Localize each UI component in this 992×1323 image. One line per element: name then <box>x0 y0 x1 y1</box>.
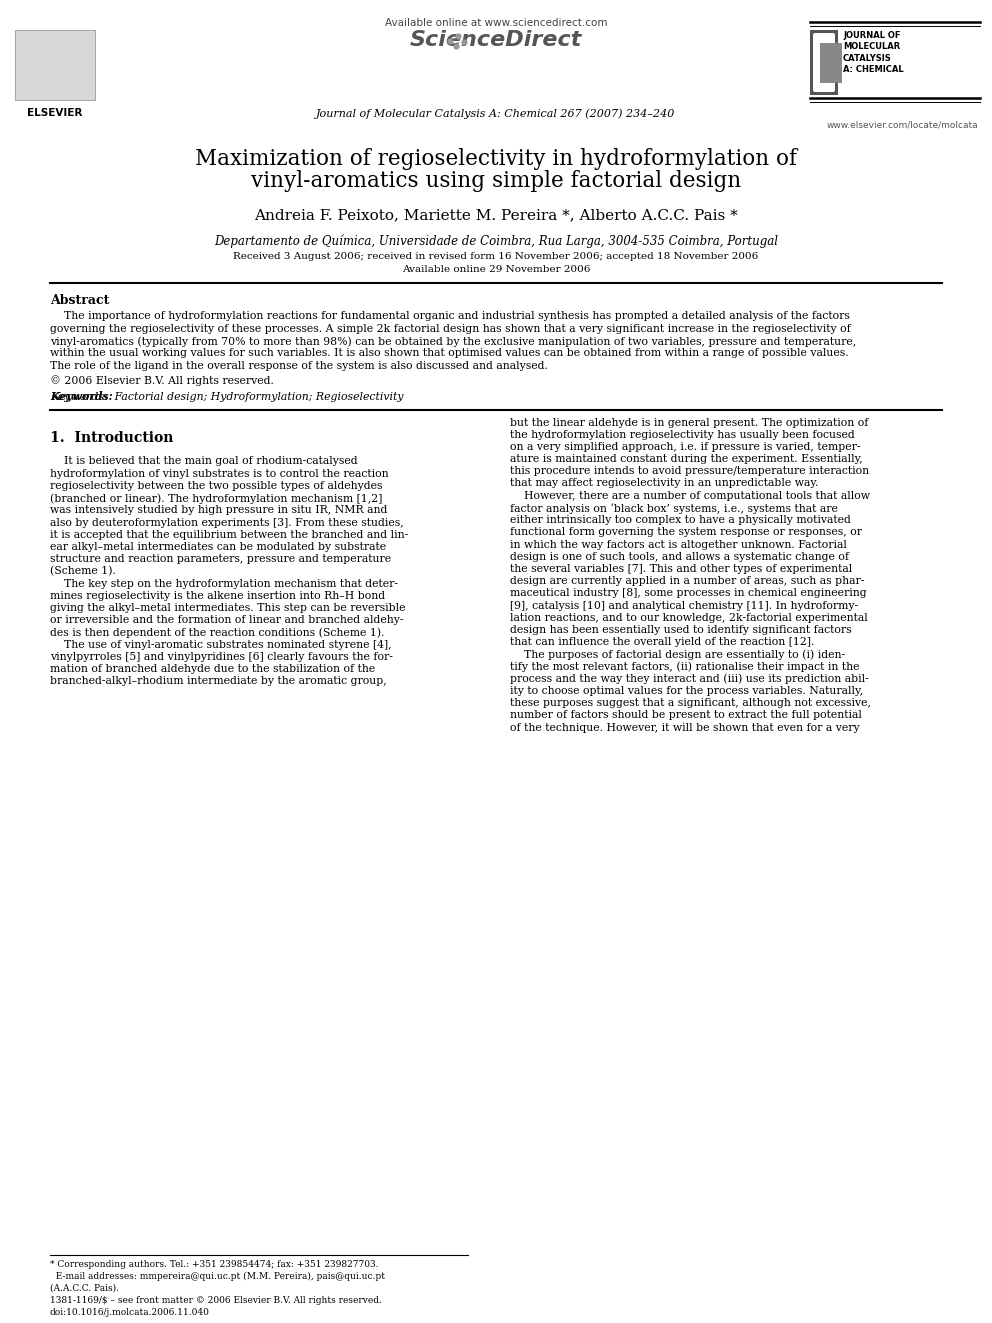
Text: The importance of hydroformylation reactions for fundamental organic and industr: The importance of hydroformylation react… <box>50 311 850 321</box>
Text: www.elsevier.com/locate/molcata: www.elsevier.com/locate/molcata <box>826 120 978 130</box>
Text: design is one of such tools, and allows a systematic change of: design is one of such tools, and allows … <box>510 552 849 562</box>
Text: that may affect regioselectivity in an unpredictable way.: that may affect regioselectivity in an u… <box>510 479 818 488</box>
Text: ity to choose optimal values for the process variables. Naturally,: ity to choose optimal values for the pro… <box>510 685 863 696</box>
Text: The key step on the hydroformylation mechanism that deter-: The key step on the hydroformylation mec… <box>50 578 398 589</box>
Text: of the technique. However, it will be shown that even for a very: of the technique. However, it will be sh… <box>510 722 860 733</box>
Text: design are currently applied in a number of areas, such as phar-: design are currently applied in a number… <box>510 576 864 586</box>
Text: governing the regioselectivity of these processes. A simple 2k factorial design : governing the regioselectivity of these … <box>50 324 851 333</box>
Text: doi:10.1016/j.molcata.2006.11.040: doi:10.1016/j.molcata.2006.11.040 <box>50 1308 210 1316</box>
Text: either intrinsically too complex to have a physically motivated: either intrinsically too complex to have… <box>510 515 851 525</box>
Text: the several variables [7]. This and other types of experimental: the several variables [7]. This and othe… <box>510 564 852 574</box>
Text: Available online at www.sciencedirect.com: Available online at www.sciencedirect.co… <box>385 19 607 28</box>
Text: the hydroformylation regioselectivity has usually been focused: the hydroformylation regioselectivity ha… <box>510 430 855 439</box>
Text: The purposes of factorial design are essentially to (i) iden-: The purposes of factorial design are ess… <box>510 650 845 660</box>
Text: ature is maintained constant during the experiment. Essentially,: ature is maintained constant during the … <box>510 454 863 464</box>
Text: However, there are a number of computational tools that allow: However, there are a number of computati… <box>510 491 870 500</box>
Text: giving the alkyl–metal intermediates. This step can be reversible: giving the alkyl–metal intermediates. Th… <box>50 603 406 613</box>
Text: ScienceDirect: ScienceDirect <box>410 30 582 50</box>
FancyBboxPatch shape <box>813 33 835 93</box>
Text: vinyl-aromatics (typically from 70% to more than 98%) can be obtained by the exc: vinyl-aromatics (typically from 70% to m… <box>50 336 856 347</box>
Text: Abstract: Abstract <box>50 294 109 307</box>
Text: E-mail addresses: mmpereira@qui.uc.pt (M.M. Pereira), pais@qui.uc.pt: E-mail addresses: mmpereira@qui.uc.pt (M… <box>50 1271 385 1281</box>
Text: Andreia F. Peixoto, Mariette M. Pereira *, Alberto A.C.C. Pais *: Andreia F. Peixoto, Mariette M. Pereira … <box>254 208 738 222</box>
Text: but the linear aldehyde is in general present. The optimization of: but the linear aldehyde is in general pr… <box>510 418 868 427</box>
Text: also by deuteroformylation experiments [3]. From these studies,: also by deuteroformylation experiments [… <box>50 517 404 528</box>
Text: vinyl-aromatics using simple factorial design: vinyl-aromatics using simple factorial d… <box>251 169 741 192</box>
Text: Keywords:  Factorial design; Hydroformylation; Regioselectivity: Keywords: Factorial design; Hydroformyla… <box>50 392 404 401</box>
Text: © 2006 Elsevier B.V. All rights reserved.: © 2006 Elsevier B.V. All rights reserved… <box>50 376 274 386</box>
Text: that can influence the overall yield of the reaction [12].: that can influence the overall yield of … <box>510 638 814 647</box>
Text: lation reactions, and to our knowledge, 2k-factorial experimental: lation reactions, and to our knowledge, … <box>510 613 868 623</box>
Text: these purposes suggest that a significant, although not excessive,: these purposes suggest that a significan… <box>510 699 871 708</box>
Text: Maximization of regioselectivity in hydroformylation of: Maximization of regioselectivity in hydr… <box>195 148 797 169</box>
Text: ELSEVIER: ELSEVIER <box>28 108 82 118</box>
Text: Departamento de Química, Universidade de Coimbra, Rua Larga, 3004-535 Coimbra, P: Departamento de Química, Universidade de… <box>214 234 778 247</box>
Text: It is believed that the main goal of rhodium-catalysed: It is believed that the main goal of rho… <box>50 456 358 467</box>
Text: on a very simplified approach, i.e. if pressure is varied, temper-: on a very simplified approach, i.e. if p… <box>510 442 860 452</box>
Text: mation of branched aldehyde due to the stabilization of the: mation of branched aldehyde due to the s… <box>50 664 375 673</box>
Text: mines regioselectivity is the alkene insertion into Rh–H bond: mines regioselectivity is the alkene ins… <box>50 590 385 601</box>
Bar <box>15 30 95 101</box>
Text: The role of the ligand in the overall response of the system is also discussed a: The role of the ligand in the overall re… <box>50 361 548 370</box>
Text: branched-alkyl–rhodium intermediate by the aromatic group,: branched-alkyl–rhodium intermediate by t… <box>50 676 387 687</box>
Text: [9], catalysis [10] and analytical chemistry [11]. In hydroformy-: [9], catalysis [10] and analytical chemi… <box>510 601 858 610</box>
Text: 1381-1169/$ – see front matter © 2006 Elsevier B.V. All rights reserved.: 1381-1169/$ – see front matter © 2006 El… <box>50 1297 382 1304</box>
Text: process and the way they interact and (iii) use its prediction abil-: process and the way they interact and (i… <box>510 673 869 684</box>
Text: ear alkyl–metal intermediates can be modulated by substrate: ear alkyl–metal intermediates can be mod… <box>50 542 386 552</box>
Text: vinylpyrroles [5] and vinylpyridines [6] clearly favours the for-: vinylpyrroles [5] and vinylpyridines [6]… <box>50 652 393 662</box>
Text: within the usual working values for such variables. It is also shown that optimi: within the usual working values for such… <box>50 348 848 359</box>
Text: or irreversible and the formation of linear and branched aldehy-: or irreversible and the formation of lin… <box>50 615 404 624</box>
Text: 1.  Introduction: 1. Introduction <box>50 431 174 446</box>
Text: maceutical industry [8], some processes in chemical engineering: maceutical industry [8], some processes … <box>510 589 867 598</box>
Text: The use of vinyl-aromatic substrates nominated styrene [4],: The use of vinyl-aromatic substrates nom… <box>50 639 392 650</box>
Text: Available online 29 November 2006: Available online 29 November 2006 <box>402 265 590 274</box>
Text: functional form governing the system response or responses, or: functional form governing the system res… <box>510 528 862 537</box>
Text: regioselectivity between the two possible types of aldehydes: regioselectivity between the two possibl… <box>50 480 383 491</box>
Text: hydroformylation of vinyl substrates is to control the reaction: hydroformylation of vinyl substrates is … <box>50 468 389 479</box>
Text: Journal of Molecular Catalysis A: Chemical 267 (2007) 234–240: Journal of Molecular Catalysis A: Chemic… <box>316 108 676 119</box>
Text: (A.A.C.C. Pais).: (A.A.C.C. Pais). <box>50 1285 119 1293</box>
Text: this procedure intends to avoid pressure/temperature interaction: this procedure intends to avoid pressure… <box>510 466 869 476</box>
Text: number of factors should be present to extract the full potential: number of factors should be present to e… <box>510 710 862 720</box>
Text: (Scheme 1).: (Scheme 1). <box>50 566 116 577</box>
Text: Received 3 August 2006; received in revised form 16 November 2006; accepted 18 N: Received 3 August 2006; received in revi… <box>233 251 759 261</box>
Text: des is then dependent of the reaction conditions (Scheme 1).: des is then dependent of the reaction co… <box>50 627 385 638</box>
Text: structure and reaction parameters, pressure and temperature: structure and reaction parameters, press… <box>50 554 391 564</box>
Text: in which the way factors act is altogether unknown. Factorial: in which the way factors act is altogeth… <box>510 540 847 549</box>
Bar <box>810 30 838 95</box>
Text: design has been essentially used to identify significant factors: design has been essentially used to iden… <box>510 624 851 635</box>
Bar <box>820 44 842 83</box>
Text: JOURNAL OF
MOLECULAR
CATALYSIS
A: CHEMICAL: JOURNAL OF MOLECULAR CATALYSIS A: CHEMIC… <box>843 30 904 74</box>
Text: (branched or linear). The hydroformylation mechanism [1,2]: (branched or linear). The hydroformylati… <box>50 493 382 504</box>
Text: was intensively studied by high pressure in situ IR, NMR and: was intensively studied by high pressure… <box>50 505 387 515</box>
Text: factor analysis on ‘black box’ systems, i.e., systems that are: factor analysis on ‘black box’ systems, … <box>510 503 838 513</box>
Text: Keywords:: Keywords: <box>50 392 113 402</box>
Text: tify the most relevant factors, (ii) rationalise their impact in the: tify the most relevant factors, (ii) rat… <box>510 662 859 672</box>
Text: it is accepted that the equilibrium between the branched and lin-: it is accepted that the equilibrium betw… <box>50 529 409 540</box>
Text: * Corresponding authors. Tel.: +351 239854474; fax: +351 239827703.: * Corresponding authors. Tel.: +351 2398… <box>50 1259 379 1269</box>
